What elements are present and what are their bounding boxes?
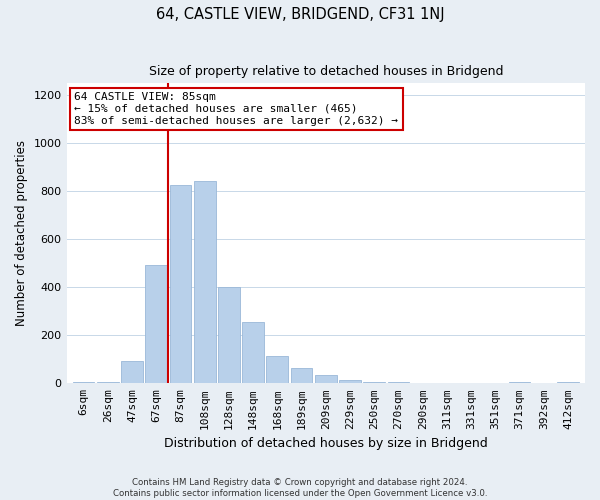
Bar (145, 264, 167, 384)
Bar (194, 180, 215, 384)
Bar (557, 382, 579, 384)
Bar (218, 288, 240, 384)
Bar (364, 382, 385, 384)
Bar (290, 368, 313, 384)
Text: Contains HM Land Registry data © Crown copyright and database right 2024.
Contai: Contains HM Land Registry data © Crown c… (113, 478, 487, 498)
Text: 64, CASTLE VIEW, BRIDGEND, CF31 1NJ: 64, CASTLE VIEW, BRIDGEND, CF31 1NJ (155, 8, 445, 22)
Bar (73, 382, 94, 384)
Bar (121, 360, 143, 384)
Y-axis label: Number of detached properties: Number of detached properties (15, 140, 28, 326)
Bar (315, 375, 337, 384)
X-axis label: Distribution of detached houses by size in Bridgend: Distribution of detached houses by size … (164, 437, 488, 450)
Bar (388, 382, 409, 384)
Bar (339, 380, 361, 384)
Bar (97, 382, 119, 384)
Bar (266, 356, 288, 384)
Text: 64 CASTLE VIEW: 85sqm
← 15% of detached houses are smaller (465)
83% of semi-det: 64 CASTLE VIEW: 85sqm ← 15% of detached … (74, 92, 398, 126)
Bar (509, 382, 530, 384)
Bar (242, 322, 264, 384)
Bar (170, 186, 191, 384)
Title: Size of property relative to detached houses in Bridgend: Size of property relative to detached ho… (149, 65, 503, 78)
